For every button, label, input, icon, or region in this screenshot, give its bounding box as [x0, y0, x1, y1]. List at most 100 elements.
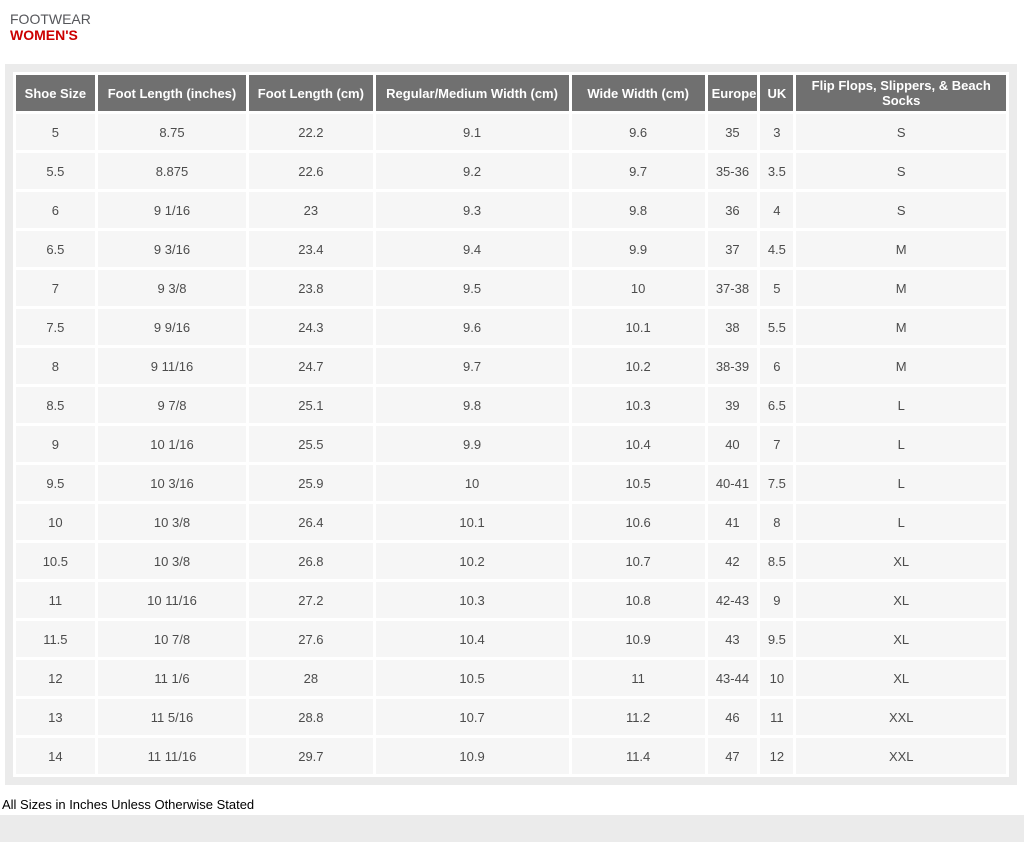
table-cell: 6.5: [16, 231, 95, 267]
table-row: 9 10 1/16 25.5 9.9 10.4 40 7 L: [16, 426, 1006, 462]
table-cell: 37-38: [707, 270, 758, 306]
table-cell: S: [796, 153, 1006, 189]
table-cell: 9.7: [571, 153, 705, 189]
table-cell: 9.9: [375, 426, 569, 462]
table-cell: 3.5: [760, 153, 794, 189]
sizes-footnote: All Sizes in Inches Unless Otherwise Sta…: [2, 797, 255, 812]
table-row: 11 10 11/16 27.2 10.3 10.8 42-43 9 XL: [16, 582, 1006, 618]
table-cell: 28: [249, 660, 373, 696]
table-cell: 10.3: [571, 387, 705, 423]
table-cell: 9.8: [571, 192, 705, 228]
table-cell: 10.2: [375, 543, 569, 579]
table-cell: 9.9: [571, 231, 705, 267]
column-header: Flip Flops, Slippers, & Beach Socks: [796, 75, 1006, 111]
table-cell: 10: [16, 504, 95, 540]
table-cell: 9.6: [375, 309, 569, 345]
table-cell: M: [796, 231, 1006, 267]
table-cell: 5: [760, 270, 794, 306]
table-cell: 9.3: [375, 192, 569, 228]
table-cell: 9: [16, 426, 95, 462]
table-cell: 23.8: [249, 270, 373, 306]
table-cell: 10.4: [375, 621, 569, 657]
table-cell: 25.1: [249, 387, 373, 423]
table-cell: 5: [16, 114, 95, 150]
table-cell: 9 11/16: [97, 348, 247, 384]
table-cell: 10 3/16: [97, 465, 247, 501]
table-cell: 3: [760, 114, 794, 150]
table-cell: 10.4: [571, 426, 705, 462]
table-cell: 12: [16, 660, 95, 696]
table-cell: 28.8: [249, 699, 373, 735]
table-cell: 40-41: [707, 465, 758, 501]
table-row: 11.5 10 7/8 27.6 10.4 10.9 43 9.5 XL: [16, 621, 1006, 657]
table-cell: 25.9: [249, 465, 373, 501]
table-cell: 10: [571, 270, 705, 306]
category-label: FOOTWEAR: [10, 11, 91, 27]
table-cell: 11 1/6: [97, 660, 247, 696]
column-header: Regular/Medium Width (cm): [375, 75, 569, 111]
table-cell: 10.3: [375, 582, 569, 618]
table-cell: 9.5: [760, 621, 794, 657]
table-cell: 7.5: [760, 465, 794, 501]
table-cell: 12: [760, 738, 794, 774]
column-header: Foot Length (cm): [249, 75, 373, 111]
column-header: UK: [760, 75, 794, 111]
table-cell: 11.5: [16, 621, 95, 657]
table-cell: 9.4: [375, 231, 569, 267]
table-cell: 26.4: [249, 504, 373, 540]
table-cell: 11: [760, 699, 794, 735]
table-cell: 9.5: [16, 465, 95, 501]
table-cell: 37: [707, 231, 758, 267]
table-cell: 8.5: [760, 543, 794, 579]
table-row: 8.5 9 7/8 25.1 9.8 10.3 39 6.5 L: [16, 387, 1006, 423]
table-cell: 6: [16, 192, 95, 228]
header-row: Shoe Size Foot Length (inches) Foot Length…: [16, 75, 1006, 111]
table-cell: XL: [796, 582, 1006, 618]
table-cell: 10: [760, 660, 794, 696]
column-header: Shoe Size: [16, 75, 95, 111]
table-cell: 10.2: [571, 348, 705, 384]
page-bottom-strip: [0, 815, 1024, 842]
table-cell: S: [796, 192, 1006, 228]
table-cell: 7: [760, 426, 794, 462]
table-row: 9.5 10 3/16 25.9 10 10.5 40-41 7.5 L: [16, 465, 1006, 501]
table-cell: 14: [16, 738, 95, 774]
table-row: 13 11 5/16 28.8 10.7 11.2 46 11 XXL: [16, 699, 1006, 735]
column-header: Wide Width (cm): [571, 75, 705, 111]
table-cell: 9.8: [375, 387, 569, 423]
table-cell: 10.8: [571, 582, 705, 618]
table-cell: XXL: [796, 699, 1006, 735]
table-cell: L: [796, 465, 1006, 501]
table-cell: 7.5: [16, 309, 95, 345]
table-cell: 10 3/8: [97, 543, 247, 579]
table-cell: 11: [16, 582, 95, 618]
table-cell: 10.6: [571, 504, 705, 540]
table-cell: 10.5: [375, 660, 569, 696]
table-cell: 9.1: [375, 114, 569, 150]
table-cell: 7: [16, 270, 95, 306]
table-row: 10.5 10 3/8 26.8 10.2 10.7 42 8.5 XL: [16, 543, 1006, 579]
table-cell: 10 1/16: [97, 426, 247, 462]
table-cell: S: [796, 114, 1006, 150]
table-cell: 38-39: [707, 348, 758, 384]
table-cell: 11: [571, 660, 705, 696]
table-cell: 46: [707, 699, 758, 735]
table-row: 14 11 11/16 29.7 10.9 11.4 47 12 XXL: [16, 738, 1006, 774]
table-cell: 27.6: [249, 621, 373, 657]
table-cell: 8.75: [97, 114, 247, 150]
table-cell: 4.5: [760, 231, 794, 267]
table-cell: XL: [796, 543, 1006, 579]
size-chart-table: Shoe Size Foot Length (inches) Foot Length…: [13, 72, 1009, 777]
table-cell: 36: [707, 192, 758, 228]
table-cell: 10 7/8: [97, 621, 247, 657]
table-cell: 10.5: [571, 465, 705, 501]
table-cell: 9 9/16: [97, 309, 247, 345]
table-cell: 35: [707, 114, 758, 150]
table-cell: 40: [707, 426, 758, 462]
table-cell: 8.5: [16, 387, 95, 423]
table-cell: 8: [16, 348, 95, 384]
table-cell: 6: [760, 348, 794, 384]
table-cell: 11.4: [571, 738, 705, 774]
